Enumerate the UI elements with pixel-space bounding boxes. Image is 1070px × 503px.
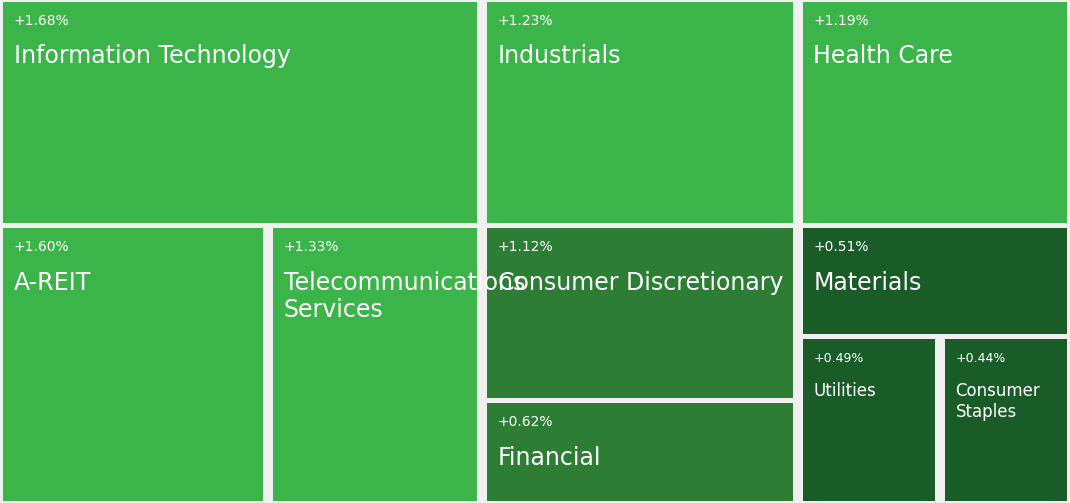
Text: +1.33%: +1.33%: [284, 240, 339, 255]
FancyBboxPatch shape: [945, 339, 1067, 501]
Text: Industrials: Industrials: [498, 44, 621, 68]
Text: +0.62%: +0.62%: [498, 415, 553, 430]
Text: +1.68%: +1.68%: [14, 14, 70, 28]
FancyBboxPatch shape: [273, 228, 477, 501]
Text: Health Care: Health Care: [813, 44, 953, 68]
FancyBboxPatch shape: [802, 339, 935, 501]
Text: +1.12%: +1.12%: [498, 240, 553, 255]
FancyBboxPatch shape: [802, 2, 1067, 223]
Text: Consumer Discretionary: Consumer Discretionary: [498, 271, 783, 295]
FancyBboxPatch shape: [3, 228, 263, 501]
Text: Utilities: Utilities: [813, 382, 876, 400]
Text: Telecommunications
Services: Telecommunications Services: [284, 271, 525, 322]
FancyBboxPatch shape: [487, 228, 793, 398]
Text: +0.44%: +0.44%: [956, 352, 1006, 365]
Text: +0.49%: +0.49%: [813, 352, 863, 365]
FancyBboxPatch shape: [802, 228, 1067, 334]
FancyBboxPatch shape: [487, 403, 793, 501]
Text: +0.51%: +0.51%: [813, 240, 869, 255]
Text: A-REIT: A-REIT: [14, 271, 91, 295]
Text: +1.23%: +1.23%: [498, 14, 553, 28]
FancyBboxPatch shape: [487, 2, 793, 223]
Text: Information Technology: Information Technology: [14, 44, 291, 68]
FancyBboxPatch shape: [3, 2, 477, 223]
Text: Consumer
Staples: Consumer Staples: [956, 382, 1040, 421]
Text: Materials: Materials: [813, 271, 921, 295]
Text: Financial: Financial: [498, 446, 601, 470]
Text: +1.19%: +1.19%: [813, 14, 869, 28]
Text: +1.60%: +1.60%: [14, 240, 70, 255]
